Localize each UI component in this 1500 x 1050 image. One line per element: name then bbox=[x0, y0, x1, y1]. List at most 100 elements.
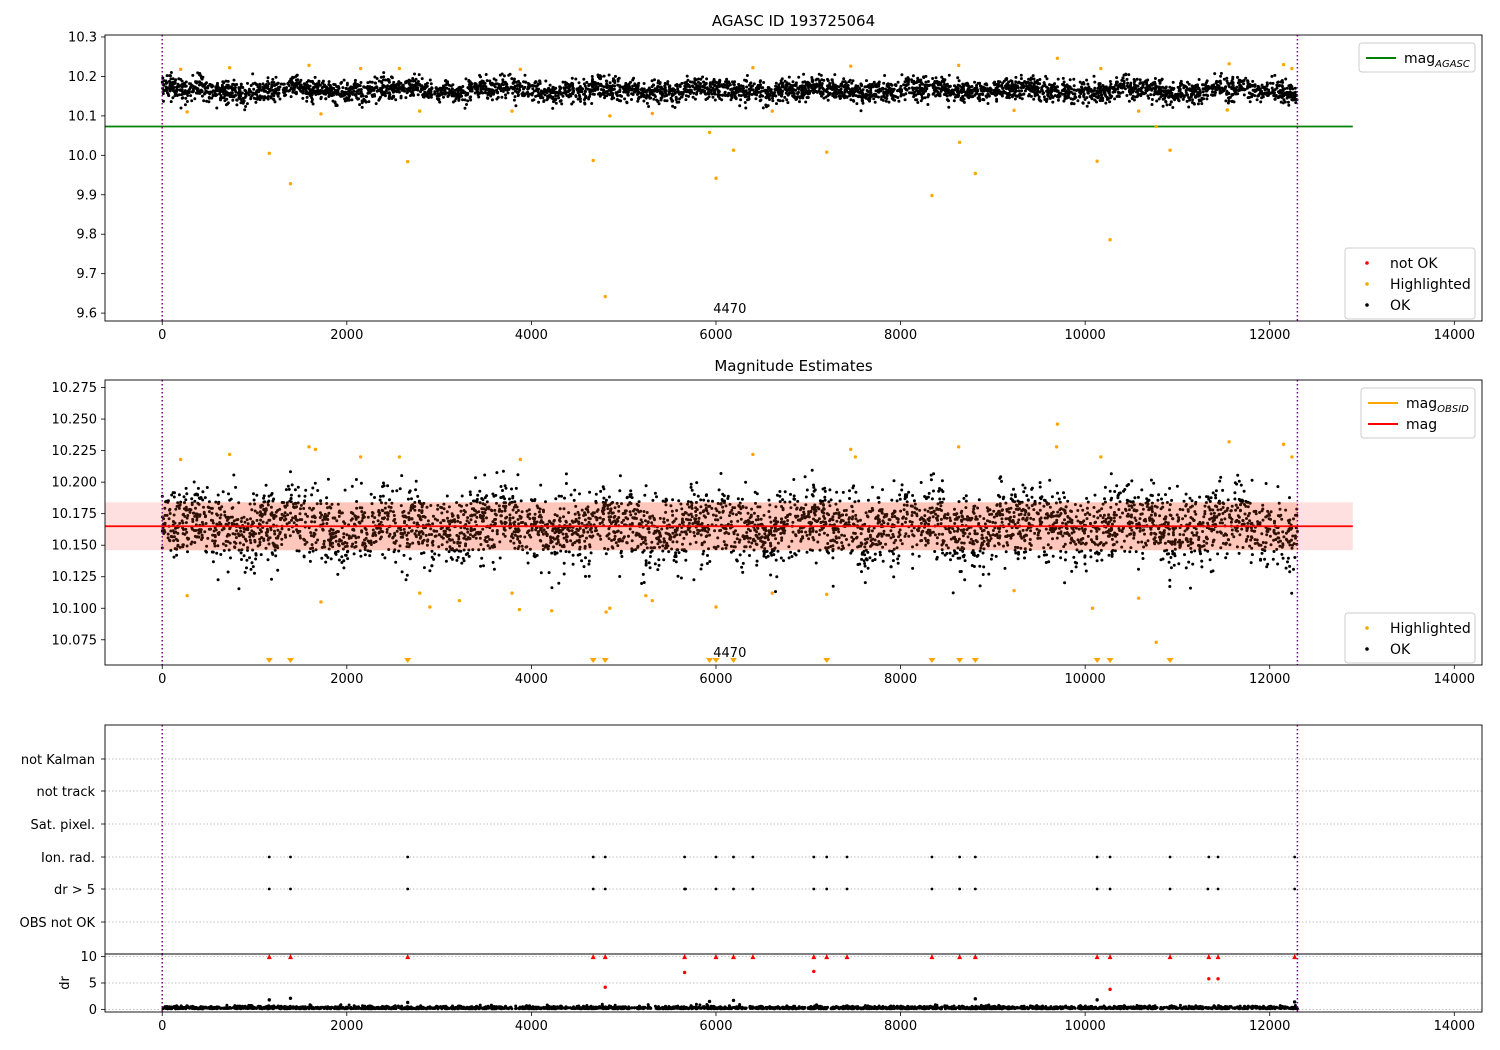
ok-point bbox=[516, 93, 520, 97]
ok-point bbox=[276, 86, 280, 89]
ok-point bbox=[811, 80, 815, 84]
ok-point bbox=[843, 83, 847, 87]
ok-point bbox=[1288, 496, 1291, 500]
ok-point bbox=[1173, 94, 1177, 98]
ok-point bbox=[468, 80, 472, 84]
ok-point bbox=[738, 553, 742, 557]
ok-point bbox=[624, 83, 628, 87]
ok-point bbox=[359, 81, 363, 84]
ok-point bbox=[411, 93, 415, 97]
ok-point bbox=[908, 91, 911, 95]
data-point bbox=[603, 294, 607, 299]
ok-point bbox=[485, 79, 489, 83]
ok-point bbox=[705, 77, 709, 81]
ok-point bbox=[511, 91, 515, 95]
ok-point bbox=[720, 93, 724, 97]
ok-point bbox=[1000, 84, 1004, 88]
ok-point bbox=[252, 87, 256, 91]
ok-point bbox=[291, 76, 295, 80]
ok-point bbox=[1125, 94, 1129, 97]
ok-point bbox=[1169, 566, 1173, 570]
ok-point bbox=[523, 73, 527, 77]
ok-point bbox=[1119, 86, 1123, 90]
ok-point bbox=[169, 74, 172, 78]
ok-point bbox=[460, 494, 464, 498]
ok-point bbox=[749, 85, 753, 89]
ok-point bbox=[235, 83, 239, 86]
ok-point bbox=[481, 91, 485, 95]
ok-point bbox=[1280, 90, 1284, 94]
ok-point bbox=[358, 84, 362, 88]
ok-point bbox=[1062, 80, 1066, 84]
ok-point bbox=[466, 99, 470, 103]
ok-point bbox=[584, 94, 588, 98]
ok-point bbox=[548, 94, 552, 98]
ok-point bbox=[1081, 101, 1085, 105]
ok-point bbox=[1118, 91, 1122, 95]
ok-point bbox=[1288, 90, 1292, 94]
ok-point bbox=[339, 94, 343, 98]
ok-point bbox=[459, 86, 463, 90]
ok-point bbox=[691, 95, 695, 99]
ok-point bbox=[852, 93, 855, 96]
ok-point bbox=[191, 90, 195, 94]
ok-point bbox=[413, 72, 416, 76]
ok-point bbox=[678, 97, 681, 101]
ok-point bbox=[459, 91, 463, 95]
ok-point bbox=[833, 73, 837, 77]
ok-point bbox=[1188, 88, 1192, 92]
ok-point bbox=[675, 100, 679, 104]
ok-point bbox=[642, 82, 646, 85]
ok-point bbox=[839, 82, 843, 86]
ok-point bbox=[698, 87, 702, 91]
ok-point bbox=[951, 591, 955, 595]
ok-point bbox=[920, 95, 924, 99]
ok-point bbox=[1141, 82, 1145, 86]
ok-point bbox=[222, 96, 226, 100]
ok-point bbox=[713, 92, 717, 96]
ok-point bbox=[342, 78, 346, 82]
ok-point bbox=[663, 86, 667, 90]
ok-point bbox=[765, 549, 769, 553]
ok-point bbox=[596, 73, 600, 77]
ok-point bbox=[368, 80, 372, 84]
ok-point bbox=[1127, 99, 1131, 103]
ok-point bbox=[861, 93, 865, 97]
ok-point bbox=[834, 91, 838, 95]
ok-point bbox=[1023, 89, 1027, 93]
ok-point bbox=[554, 94, 558, 98]
ok-point bbox=[198, 83, 201, 87]
ok-point bbox=[860, 99, 864, 103]
data-point bbox=[957, 63, 961, 68]
ok-point bbox=[1171, 106, 1175, 109]
ok-point bbox=[219, 553, 223, 556]
legend-dot-swatch bbox=[1365, 261, 1369, 265]
ok-point bbox=[258, 82, 262, 86]
ok-point bbox=[264, 96, 268, 100]
ok-point bbox=[598, 76, 602, 80]
ok-point bbox=[429, 82, 433, 86]
ok-point bbox=[1128, 90, 1131, 94]
ok-point bbox=[699, 77, 703, 81]
ok-point bbox=[713, 98, 717, 102]
ok-point bbox=[1014, 80, 1018, 84]
ok-point bbox=[775, 102, 778, 106]
ok-point bbox=[1083, 562, 1087, 566]
ok-point bbox=[981, 98, 985, 101]
ok-point bbox=[1287, 93, 1291, 97]
ok-point bbox=[428, 78, 432, 82]
ok-point bbox=[1038, 98, 1042, 102]
ok-point bbox=[869, 88, 873, 92]
ok-point bbox=[283, 94, 286, 98]
legend-dot-swatch bbox=[1365, 303, 1369, 307]
ok-point bbox=[809, 84, 813, 88]
ok-point bbox=[865, 79, 868, 83]
ok-point bbox=[359, 91, 363, 95]
ok-point bbox=[778, 88, 782, 92]
ok-point bbox=[618, 84, 621, 88]
ok-point bbox=[667, 92, 671, 96]
ok-point bbox=[324, 97, 328, 101]
ok-point bbox=[583, 101, 587, 105]
ok-point bbox=[826, 79, 830, 83]
ok-point bbox=[1033, 80, 1037, 84]
